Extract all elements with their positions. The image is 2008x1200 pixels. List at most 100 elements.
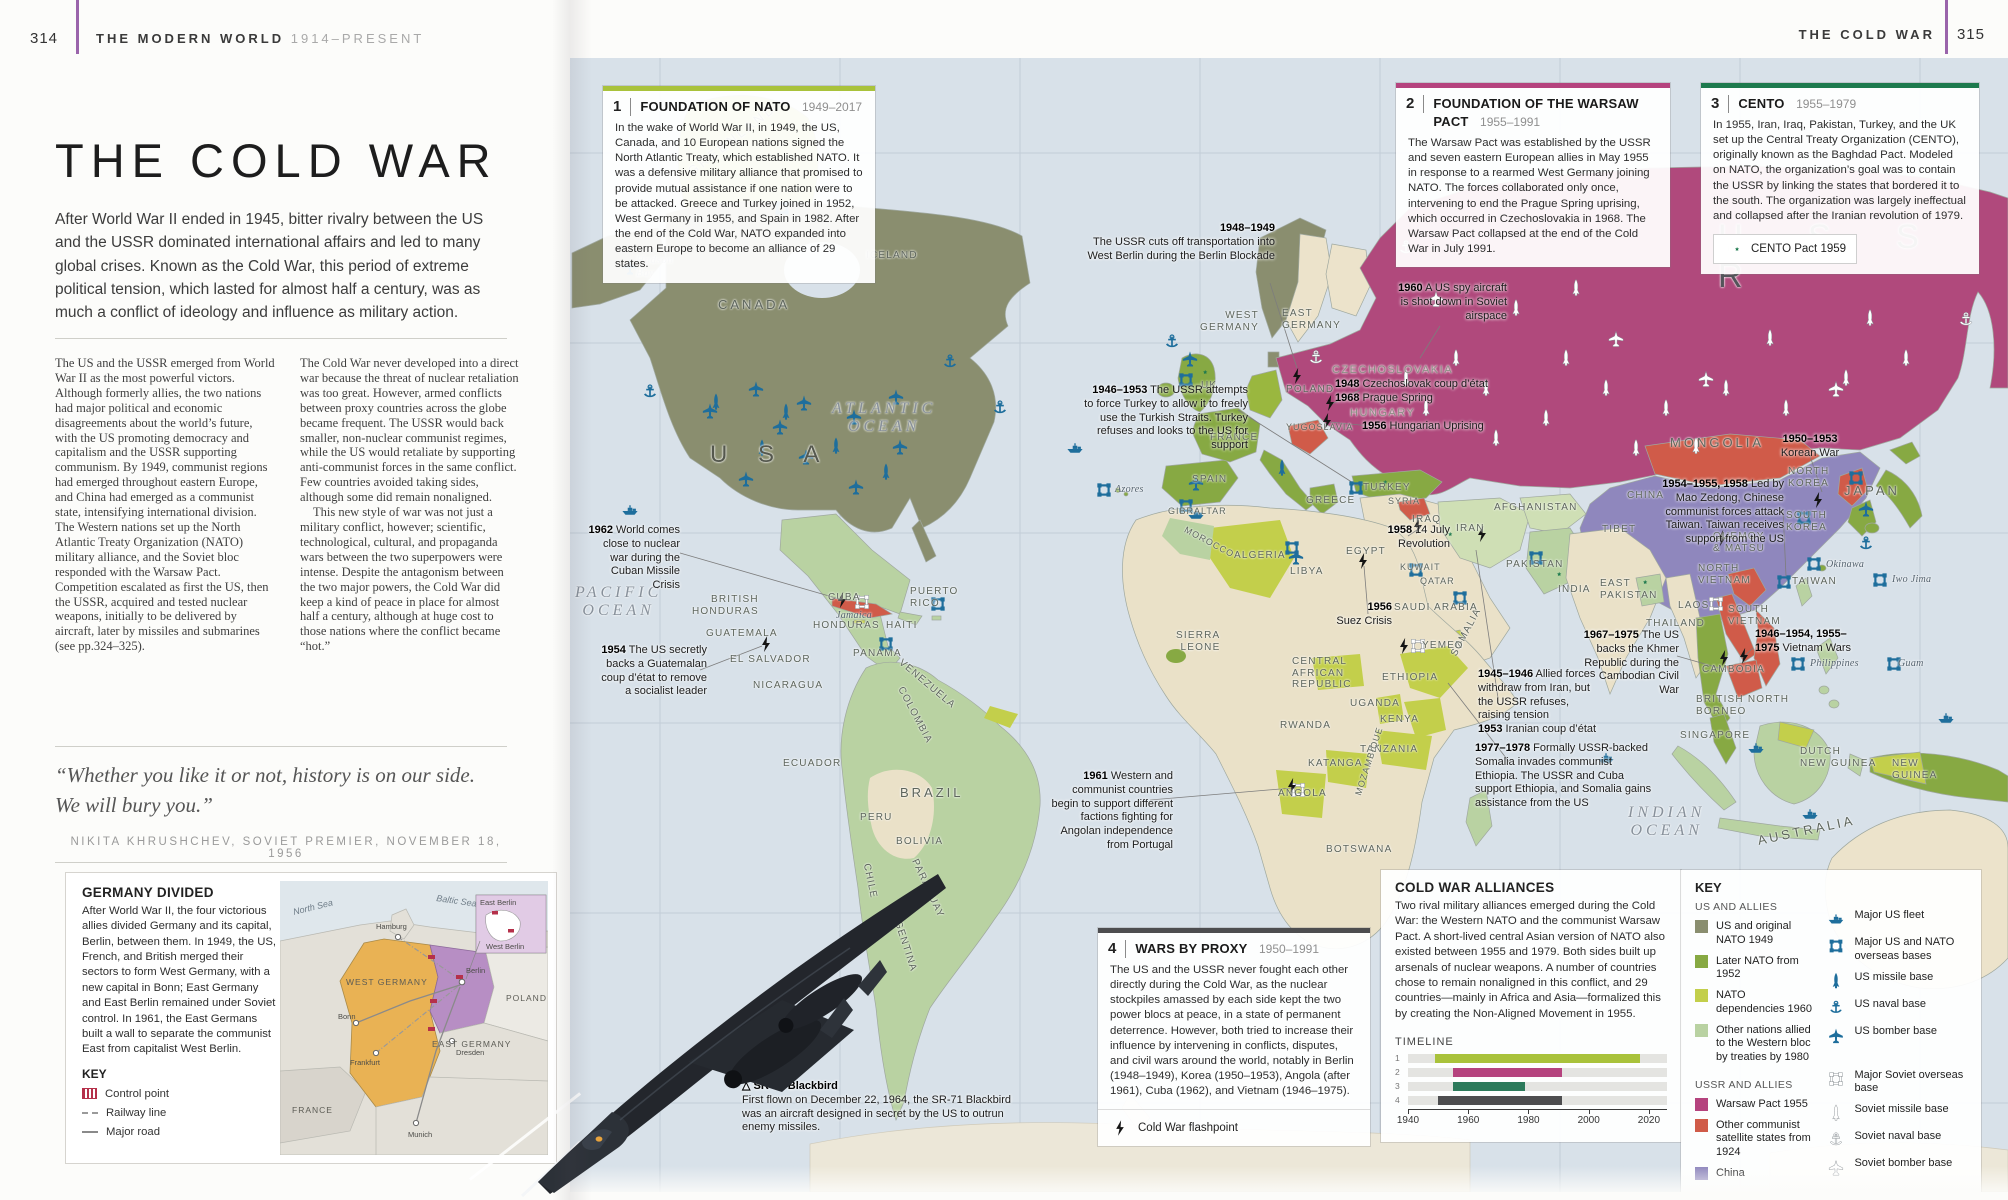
flashpoint-legend: Cold War flashpoint bbox=[1098, 1109, 1370, 1146]
timeline-tick-label: 1980 bbox=[1517, 1115, 1540, 1127]
map-label: HUNGARY bbox=[1350, 407, 1416, 419]
page-number-left: 314 bbox=[30, 30, 59, 47]
map-label: QUEMOY & MATSU bbox=[1713, 531, 1766, 554]
world-map: GREENLANDICELANDHudson BayCANADAU S AATL… bbox=[570, 58, 2008, 1192]
map-annotation: 1946–1954, 1955–1975 Vietnam Wars bbox=[1755, 628, 1852, 654]
map-label: WEST GERMANY bbox=[1200, 310, 1259, 333]
alliances-body: Two rival military alliances emerged dur… bbox=[1395, 900, 1665, 1020]
map-annotation: 1954 The US secretly backs a Guatemalan … bbox=[601, 644, 707, 698]
box-title: WARS BY PROXY bbox=[1135, 941, 1248, 956]
pull-quote: “Whether you like it or not, history is … bbox=[55, 760, 517, 821]
svg-text:FRANCE: FRANCE bbox=[292, 1105, 333, 1115]
body-column-1: The US and the USSR emerged from World W… bbox=[55, 356, 275, 654]
road-icon bbox=[82, 1130, 98, 1133]
map-label: SPAIN bbox=[1192, 474, 1228, 485]
map-label: CHINA bbox=[1627, 490, 1665, 501]
map-label: TURKEY bbox=[1363, 482, 1411, 493]
svg-text:East Berlin: East Berlin bbox=[480, 898, 516, 907]
map-annotation: 1958 14 July Revolution bbox=[1387, 524, 1450, 550]
map-label: PANAMA bbox=[853, 648, 902, 659]
alliances-box: COLD WAR ALLIANCES Two rival military al… bbox=[1381, 870, 1681, 1143]
map-label: PUERTO RICO bbox=[910, 586, 959, 609]
map-label: BRITISH NORTH BORNEO bbox=[1696, 694, 1790, 717]
fact-box-warsaw-pact: 2 FOUNDATION OF THE WARSAW PACT 1955–199… bbox=[1396, 83, 1670, 268]
timeline-title: TIMELINE bbox=[1395, 1036, 1454, 1049]
box-body: The Warsaw Pact was established by the U… bbox=[1408, 137, 1651, 256]
key-icon-row: Major Soviet overseas base bbox=[1826, 1069, 1969, 1097]
map-label: PACIFIC OCEAN bbox=[575, 584, 663, 620]
map-label: YUGOSLAVIA bbox=[1286, 422, 1354, 432]
map-annotation: 1961 Western and communist countries beg… bbox=[1051, 770, 1174, 851]
svg-text:POLAND: POLAND bbox=[506, 993, 547, 1003]
svg-text:EAST GERMANY: EAST GERMANY bbox=[432, 1039, 511, 1049]
box-number: 1 bbox=[613, 98, 632, 116]
chapter-eyebrow: THE MODERN WORLD 1914–PRESENT bbox=[96, 31, 424, 46]
map-annotation: 1967–1975 The US backs the Khmer Republi… bbox=[1583, 629, 1679, 696]
map-label: LIBYA bbox=[1290, 566, 1324, 577]
map-label: TANZANIA bbox=[1360, 744, 1419, 755]
map-annotation: 1962 World comes close to nuclear war du… bbox=[588, 524, 680, 591]
fact-box-nato: 1 FOUNDATION OF NATO 1949–2017 In the wa… bbox=[603, 86, 875, 283]
map-annotation: 1956 Suez Crisis bbox=[1336, 601, 1392, 627]
divider bbox=[55, 862, 507, 863]
header-right-title: THE COLD WAR bbox=[1798, 27, 1935, 42]
key-swatch-row: Other nations allied to the Western bloc… bbox=[1695, 1023, 1816, 1065]
quote-attribution: NIKITA KHRUSHCHEV, SOVIET PREMIER, NOVEM… bbox=[70, 836, 502, 860]
intro-paragraph: After World War II ended in 1945, bitter… bbox=[55, 211, 484, 321]
key-swatch-row: Warsaw Pact 1955 bbox=[1695, 1097, 1816, 1112]
map-label: GIBRALTAR bbox=[1168, 506, 1227, 516]
map-label: LAOS bbox=[1678, 600, 1710, 611]
box-number: 3 bbox=[1711, 95, 1730, 113]
map-label: ECUADOR bbox=[783, 758, 842, 769]
missile-base-icon bbox=[1833, 972, 1840, 988]
germany-key-item: Railway line bbox=[82, 1107, 278, 1119]
body-column-2: The Cold War never developed into a dire… bbox=[300, 356, 520, 654]
map-label: ATLANTIC OCEAN bbox=[832, 400, 937, 436]
flag-icon bbox=[82, 1088, 97, 1100]
map-annotation: 1960 A US spy aircraft is shot down in S… bbox=[1398, 282, 1507, 322]
map-label: Okinawa bbox=[1826, 559, 1865, 570]
svg-text:Frankfurt: Frankfurt bbox=[350, 1058, 381, 1067]
map-label: AFGHANISTAN bbox=[1494, 502, 1578, 513]
key-us-subtitle: US AND ALLIES bbox=[1695, 901, 1778, 913]
map-label: KUWAIT bbox=[1400, 562, 1441, 572]
map-bottom-fade bbox=[570, 1166, 2008, 1192]
timeline-tick-label: 1960 bbox=[1457, 1115, 1480, 1127]
map-annotation: 1950–1953 Korean War bbox=[1780, 433, 1840, 459]
map-annotation: 1946–1953 The USSR attempts to force Tur… bbox=[1084, 384, 1248, 451]
map-label: TIBET bbox=[1602, 524, 1637, 535]
eyebrow-dates: 1914–PRESENT bbox=[290, 31, 425, 46]
box-dates: 1955–1991 bbox=[1480, 115, 1541, 129]
fact-box-cento: 3 CENTO 1955–1979 In 1955, Iran, Iraq, P… bbox=[1701, 83, 1979, 275]
cento-pact-badge: CENTO Pact 1959 bbox=[1713, 234, 1858, 265]
map-key: KEY US AND ALLIES US and original NATO 1… bbox=[1681, 870, 1981, 1192]
timeline-row: 2 bbox=[1395, 1067, 1667, 1077]
key-icon-row: Soviet missile base bbox=[1826, 1103, 1969, 1123]
divider bbox=[55, 338, 507, 339]
map-label: EAST GERMANY bbox=[1282, 308, 1341, 331]
map-label: KENYA bbox=[1380, 714, 1420, 725]
map-label: Jamaica bbox=[836, 610, 872, 621]
map-label: CZECHOSLOVAKIA bbox=[1332, 364, 1454, 376]
map-label: CENTRAL AFRICAN REPUBLIC bbox=[1292, 656, 1352, 690]
map-label: Philippines bbox=[1810, 658, 1859, 669]
map-annotation-layer: 1948–1949 The USSR cuts off transportatio… bbox=[570, 58, 2008, 1192]
map-label: ANGOLA bbox=[1278, 788, 1327, 799]
box-number: 2 bbox=[1406, 95, 1425, 113]
lightning-icon bbox=[1116, 1120, 1124, 1137]
map-label: ICELAND bbox=[866, 250, 918, 261]
timeline-rows: 1 2 3 4 bbox=[1395, 1053, 1667, 1105]
germany-key-list: Control point Railway line Major road bbox=[82, 1088, 278, 1138]
east-germany-region bbox=[429, 944, 495, 1034]
control-point-flags bbox=[428, 955, 463, 1031]
map-label: INDIA bbox=[1558, 584, 1591, 595]
timeline-bar bbox=[1435, 1053, 1640, 1063]
quote-line: We will bury you.” bbox=[55, 793, 213, 818]
map-annotation: 1948–1949 The USSR cuts off transportatio… bbox=[1087, 222, 1275, 262]
svg-text:Dresden: Dresden bbox=[456, 1048, 484, 1057]
key-swatch-row: US and original NATO 1949 bbox=[1695, 920, 1816, 948]
map-label: NICARAGUA bbox=[753, 680, 824, 691]
map-annotation: 1945–1946 Allied forces withdraw from Ir… bbox=[1478, 668, 1597, 735]
map-annotation: 1956 Hungarian Uprising bbox=[1362, 420, 1484, 432]
body-text: The Cold War never developed into a dire… bbox=[300, 356, 519, 505]
